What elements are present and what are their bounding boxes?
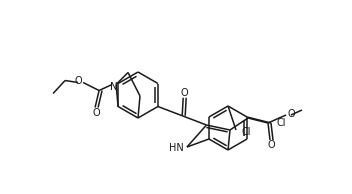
Text: HN: HN (169, 143, 184, 153)
Text: O: O (181, 88, 189, 98)
Text: O: O (287, 109, 295, 119)
Text: Cl: Cl (241, 127, 251, 137)
Text: O: O (268, 140, 275, 150)
Text: N: N (110, 81, 118, 92)
Text: O: O (75, 76, 82, 87)
Text: O: O (93, 107, 100, 118)
Text: Cl: Cl (276, 118, 285, 128)
